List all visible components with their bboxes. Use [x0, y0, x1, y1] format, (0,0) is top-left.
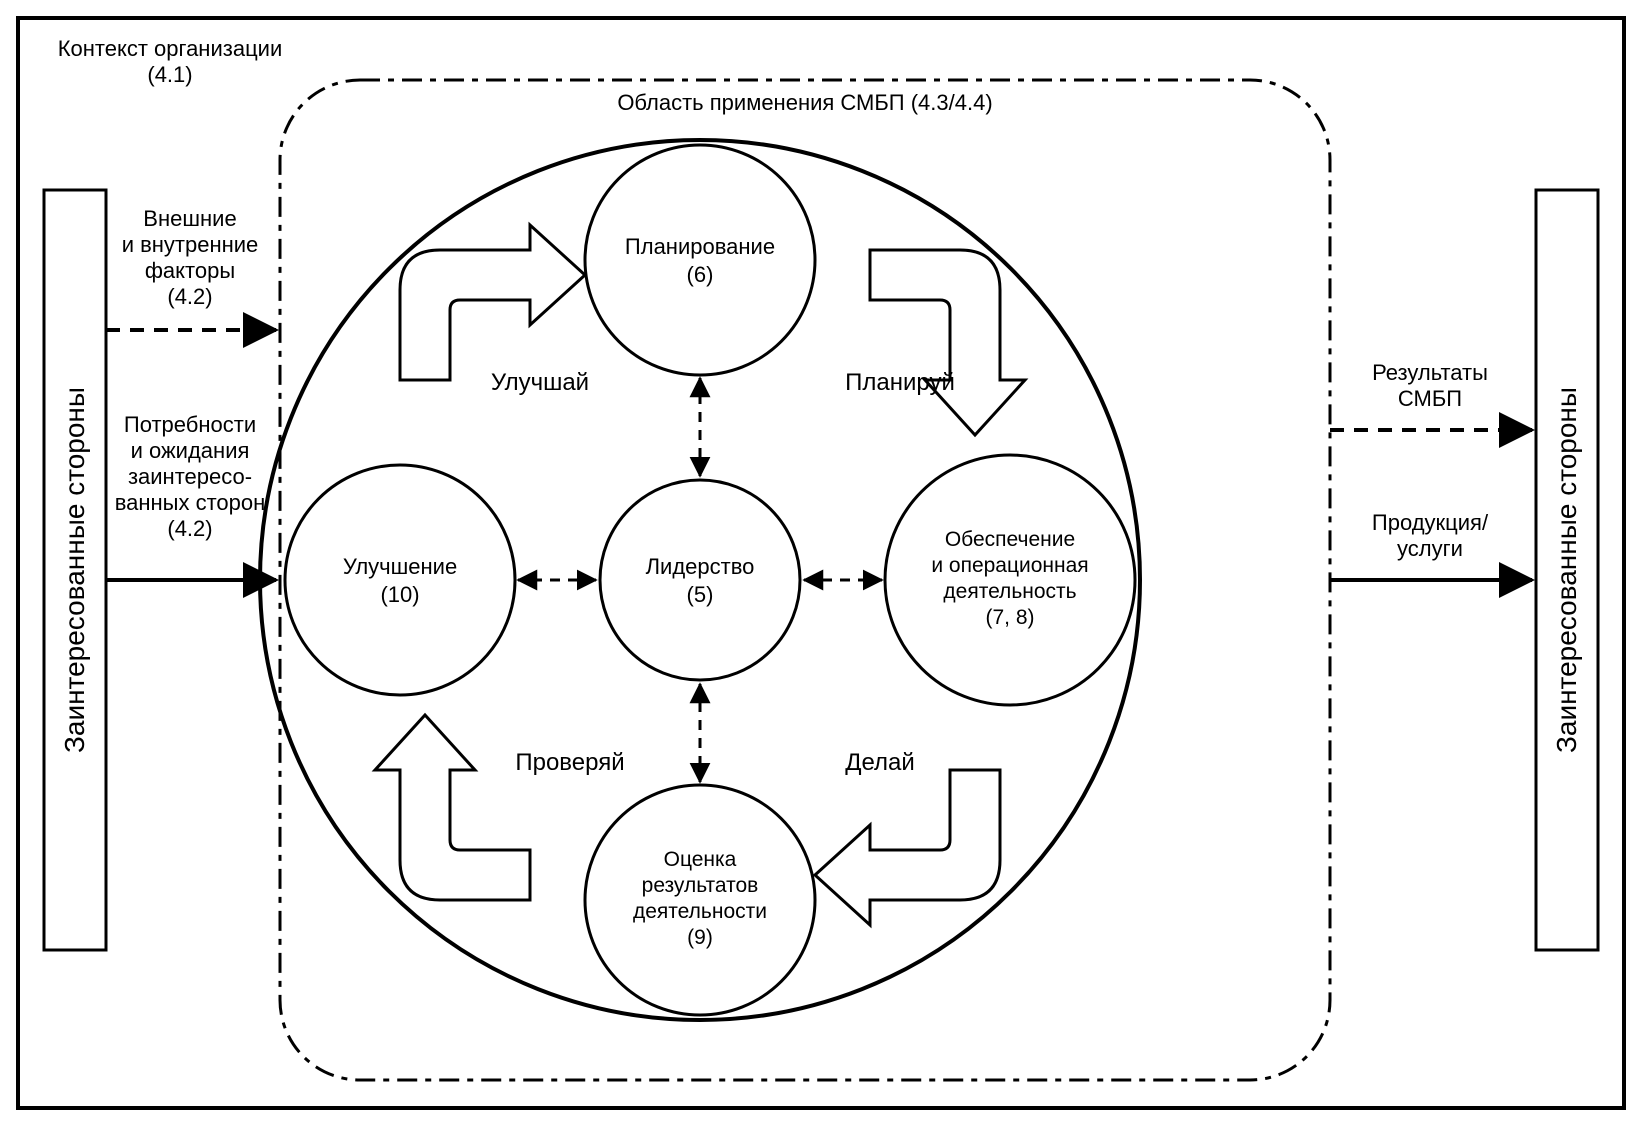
node-planning-l2: (6)	[687, 262, 714, 287]
products-label-l2: услуги	[1397, 536, 1463, 561]
node-leadership-l2: (5)	[687, 582, 714, 607]
right-stakeholders-label: Заинтересованные стороны	[1551, 387, 1582, 753]
pdca-diagram: Контекст организации (4.1) Область приме…	[0, 0, 1642, 1126]
node-leadership-l1: Лидерство	[646, 554, 755, 579]
results-label-l2: СМБП	[1398, 386, 1462, 411]
node-planning	[585, 145, 815, 375]
context-title-l2: (4.1)	[147, 62, 192, 87]
node-leadership	[600, 480, 800, 680]
pdca-arrow-do	[815, 770, 1000, 925]
node-planning-l1: Планирование	[625, 234, 775, 259]
context-title-l1: Контекст организации	[58, 36, 283, 61]
needs-label-l5: (4.2)	[167, 516, 212, 541]
scope-title: Область применения СМБП (4.3/4.4)	[617, 90, 992, 115]
node-evaluation-l1: Оценка	[664, 848, 737, 871]
factors-label-l4: (4.2)	[167, 284, 212, 309]
needs-label-l2: и ожидания	[131, 438, 250, 463]
node-improvement-l2: (10)	[380, 582, 419, 607]
results-label-l1: Результаты	[1372, 360, 1488, 385]
pdca-label-improve: Улучшай	[491, 369, 589, 396]
products-label-l1: Продукция/	[1372, 510, 1489, 535]
factors-label-l2: и внутренние	[122, 232, 259, 257]
pdca-label-plan: Планируй	[845, 369, 955, 396]
node-evaluation-l4: (9)	[687, 926, 713, 949]
pdca-label-check: Проверяй	[515, 749, 624, 776]
node-improvement-l1: Улучшение	[343, 554, 457, 579]
needs-label-l3: заинтересо-	[128, 464, 252, 489]
node-evaluation-l3: деятельности	[633, 900, 767, 923]
node-operations-l1: Обеспечение	[945, 528, 1075, 551]
pdca-arrow-plan	[870, 250, 1025, 435]
pdca-arrow-improve	[400, 225, 585, 380]
node-evaluation-l2: результатов	[642, 874, 759, 897]
factors-label-l3: факторы	[145, 258, 235, 283]
node-improvement	[285, 465, 515, 695]
node-operations-l3: деятельность	[943, 580, 1076, 603]
diagram-svg: Контекст организации (4.1) Область приме…	[0, 0, 1642, 1126]
left-stakeholders-label: Заинтересованные стороны	[59, 387, 90, 753]
factors-label-l1: Внешние	[143, 206, 236, 231]
pdca-label-do: Делай	[845, 749, 915, 776]
node-operations-l4: (7, 8)	[985, 606, 1034, 629]
needs-label-l4: ванных сторон	[115, 490, 266, 515]
node-operations-l2: и операционная	[931, 554, 1088, 577]
pdca-arrow-check	[375, 715, 530, 900]
needs-label-l1: Потребности	[124, 412, 256, 437]
